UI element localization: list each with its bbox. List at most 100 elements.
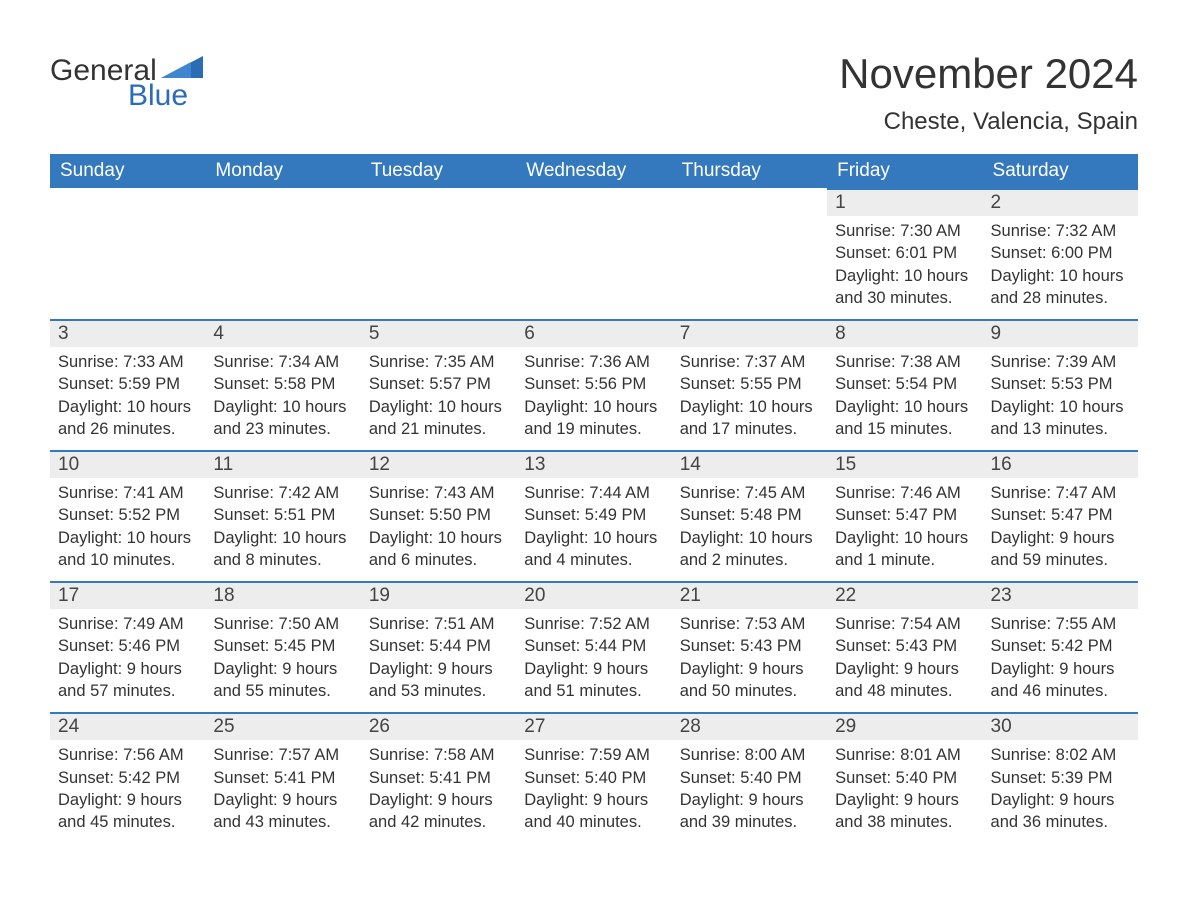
sunset-line: Sunset: 5:43 PM	[835, 635, 974, 657]
day-number-row: 25	[205, 712, 360, 740]
day-number-row: 18	[205, 581, 360, 609]
day-number-row: -	[205, 188, 360, 214]
sunrise-line: Sunrise: 7:37 AM	[680, 351, 819, 373]
day-body: Sunrise: 7:46 AMSunset: 5:47 PMDaylight:…	[827, 478, 982, 581]
calendar-cell: 5Sunrise: 7:35 AMSunset: 5:57 PMDaylight…	[361, 319, 516, 450]
calendar-cell: 14Sunrise: 7:45 AMSunset: 5:48 PMDayligh…	[672, 450, 827, 581]
calendar-cell: 18Sunrise: 7:50 AMSunset: 5:45 PMDayligh…	[205, 581, 360, 712]
day-body: Sunrise: 7:59 AMSunset: 5:40 PMDaylight:…	[516, 740, 671, 843]
day-number: 19	[361, 583, 516, 609]
day-body: Sunrise: 7:37 AMSunset: 5:55 PMDaylight:…	[672, 347, 827, 450]
daylight-line: Daylight: 9 hours and 50 minutes.	[680, 658, 819, 703]
day-number-row: 7	[672, 319, 827, 347]
day-number: 14	[672, 452, 827, 478]
sunrise-line: Sunrise: 7:32 AM	[991, 220, 1130, 242]
calendar-cell: 25Sunrise: 7:57 AMSunset: 5:41 PMDayligh…	[205, 712, 360, 843]
daylight-line: Daylight: 10 hours and 26 minutes.	[58, 396, 197, 441]
day-number-row: 26	[361, 712, 516, 740]
calendar-cell: 28Sunrise: 8:00 AMSunset: 5:40 PMDayligh…	[672, 712, 827, 843]
day-number: 20	[516, 583, 671, 609]
day-number: 25	[205, 714, 360, 740]
calendar-cell: -	[516, 188, 671, 319]
day-body: Sunrise: 7:41 AMSunset: 5:52 PMDaylight:…	[50, 478, 205, 581]
calendar-cell: 20Sunrise: 7:52 AMSunset: 5:44 PMDayligh…	[516, 581, 671, 712]
daylight-line: Daylight: 10 hours and 19 minutes.	[524, 396, 663, 441]
day-number: 26	[361, 714, 516, 740]
calendar-cell: 4Sunrise: 7:34 AMSunset: 5:58 PMDaylight…	[205, 319, 360, 450]
calendar-week: 24Sunrise: 7:56 AMSunset: 5:42 PMDayligh…	[50, 712, 1138, 843]
day-number: -	[516, 188, 671, 214]
sunrise-line: Sunrise: 8:00 AM	[680, 744, 819, 766]
sunset-line: Sunset: 5:42 PM	[58, 767, 197, 789]
location: Cheste, Valencia, Spain	[839, 108, 1138, 136]
day-number-row: 22	[827, 581, 982, 609]
sunrise-line: Sunrise: 7:59 AM	[524, 744, 663, 766]
daylight-line: Daylight: 10 hours and 28 minutes.	[991, 265, 1130, 310]
sunrise-line: Sunrise: 7:30 AM	[835, 220, 974, 242]
daylight-line: Daylight: 10 hours and 2 minutes.	[680, 527, 819, 572]
sunset-line: Sunset: 5:58 PM	[213, 373, 352, 395]
sunset-line: Sunset: 5:43 PM	[680, 635, 819, 657]
day-number-row: 6	[516, 319, 671, 347]
day-number-row: 14	[672, 450, 827, 478]
calendar-week: 17Sunrise: 7:49 AMSunset: 5:46 PMDayligh…	[50, 581, 1138, 712]
sunrise-line: Sunrise: 7:43 AM	[369, 482, 508, 504]
title-block: November 2024 Cheste, Valencia, Spain	[839, 50, 1138, 136]
day-number-row: -	[50, 188, 205, 214]
sunset-line: Sunset: 5:59 PM	[58, 373, 197, 395]
daylight-line: Daylight: 9 hours and 38 minutes.	[835, 789, 974, 834]
calendar-cell: -	[361, 188, 516, 319]
day-number-row: 23	[983, 581, 1138, 609]
sunset-line: Sunset: 6:01 PM	[835, 242, 974, 264]
day-number-row: 16	[983, 450, 1138, 478]
day-number: 21	[672, 583, 827, 609]
sunset-line: Sunset: 5:45 PM	[213, 635, 352, 657]
day-number: 22	[827, 583, 982, 609]
sunrise-line: Sunrise: 7:55 AM	[991, 613, 1130, 635]
day-number-row: 29	[827, 712, 982, 740]
calendar-cell: 7Sunrise: 7:37 AMSunset: 5:55 PMDaylight…	[672, 319, 827, 450]
calendar-table: SundayMondayTuesdayWednesdayThursdayFrid…	[50, 154, 1138, 843]
sunset-line: Sunset: 5:44 PM	[369, 635, 508, 657]
day-number: 2	[983, 190, 1138, 216]
sunrise-line: Sunrise: 7:52 AM	[524, 613, 663, 635]
weekday-header: Wednesday	[516, 154, 671, 188]
daylight-line: Daylight: 10 hours and 21 minutes.	[369, 396, 508, 441]
day-body: Sunrise: 7:30 AMSunset: 6:01 PMDaylight:…	[827, 216, 982, 319]
day-body: Sunrise: 7:58 AMSunset: 5:41 PMDaylight:…	[361, 740, 516, 843]
calendar-cell: 27Sunrise: 7:59 AMSunset: 5:40 PMDayligh…	[516, 712, 671, 843]
daylight-line: Daylight: 9 hours and 48 minutes.	[835, 658, 974, 703]
daylight-line: Daylight: 9 hours and 40 minutes.	[524, 789, 663, 834]
daylight-line: Daylight: 9 hours and 55 minutes.	[213, 658, 352, 703]
header: General Blue November 2024 Cheste, Valen…	[50, 50, 1138, 136]
sunrise-line: Sunrise: 7:54 AM	[835, 613, 974, 635]
daylight-line: Daylight: 9 hours and 57 minutes.	[58, 658, 197, 703]
day-number-row: 17	[50, 581, 205, 609]
daylight-line: Daylight: 9 hours and 46 minutes.	[991, 658, 1130, 703]
day-number-row: 28	[672, 712, 827, 740]
calendar-cell: -	[672, 188, 827, 319]
calendar-cell: -	[205, 188, 360, 319]
daylight-line: Daylight: 10 hours and 8 minutes.	[213, 527, 352, 572]
calendar-cell: 3Sunrise: 7:33 AMSunset: 5:59 PMDaylight…	[50, 319, 205, 450]
sunrise-line: Sunrise: 8:02 AM	[991, 744, 1130, 766]
day-number: 15	[827, 452, 982, 478]
day-body: Sunrise: 7:33 AMSunset: 5:59 PMDaylight:…	[50, 347, 205, 450]
daylight-line: Daylight: 10 hours and 4 minutes.	[524, 527, 663, 572]
sunset-line: Sunset: 5:51 PM	[213, 504, 352, 526]
day-number: -	[50, 188, 205, 214]
calendar-week: 10Sunrise: 7:41 AMSunset: 5:52 PMDayligh…	[50, 450, 1138, 581]
day-number-row: 27	[516, 712, 671, 740]
day-number-row: 9	[983, 319, 1138, 347]
day-body: Sunrise: 7:56 AMSunset: 5:42 PMDaylight:…	[50, 740, 205, 843]
sunset-line: Sunset: 5:42 PM	[991, 635, 1130, 657]
sunrise-line: Sunrise: 7:33 AM	[58, 351, 197, 373]
calendar-cell: 30Sunrise: 8:02 AMSunset: 5:39 PMDayligh…	[983, 712, 1138, 843]
daylight-line: Daylight: 10 hours and 30 minutes.	[835, 265, 974, 310]
day-number: 29	[827, 714, 982, 740]
calendar-week: -----1Sunrise: 7:30 AMSunset: 6:01 PMDay…	[50, 188, 1138, 319]
day-number-row: 13	[516, 450, 671, 478]
calendar-cell: 1Sunrise: 7:30 AMSunset: 6:01 PMDaylight…	[827, 188, 982, 319]
day-body: Sunrise: 7:53 AMSunset: 5:43 PMDaylight:…	[672, 609, 827, 712]
daylight-line: Daylight: 9 hours and 36 minutes.	[991, 789, 1130, 834]
